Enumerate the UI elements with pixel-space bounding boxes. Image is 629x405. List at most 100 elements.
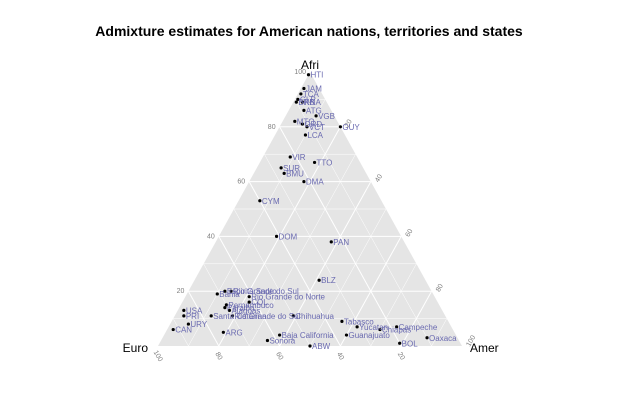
point-label: Alagoas	[231, 306, 260, 315]
tick-label-afri: 80	[268, 124, 276, 131]
point-label: Bahia	[219, 290, 240, 299]
data-point	[302, 108, 306, 112]
point-label: GLP	[300, 95, 316, 104]
point-label: Baja California	[282, 331, 335, 340]
point-label: Campeche	[399, 323, 438, 332]
data-points	[171, 73, 429, 348]
point-label: CYM	[262, 197, 280, 206]
data-point	[221, 330, 225, 334]
point-label: Sonora	[269, 337, 295, 346]
data-point	[230, 314, 235, 318]
data-point	[274, 234, 279, 238]
data-point	[378, 327, 382, 332]
data-point	[425, 336, 429, 340]
vertex-label-amer: Amer	[470, 341, 499, 355]
point-label: TCA	[303, 90, 320, 99]
point-label: Chihuahua	[295, 312, 334, 321]
data-point	[294, 100, 298, 104]
data-point	[182, 314, 186, 318]
data-point	[299, 92, 303, 96]
data-point	[344, 333, 349, 337]
grid-line-euro-60	[218, 236, 281, 347]
point-label: LCA	[307, 131, 323, 140]
tick-label-euro: 80	[213, 351, 223, 361]
grid-line-euro-10	[294, 99, 432, 347]
point-label: ATG	[306, 106, 322, 115]
point-label: Pernambuco	[228, 301, 274, 310]
data-point	[312, 160, 317, 165]
data-point	[329, 240, 333, 244]
data-point	[223, 306, 227, 310]
data-point	[291, 314, 295, 318]
data-point	[338, 125, 342, 129]
tick-label-amer: 20	[344, 118, 354, 128]
point-label: KNA	[304, 98, 321, 107]
grid-line-euro-50	[233, 208, 311, 347]
vertex-label-afri: Afri	[301, 58, 319, 72]
point-label: DMA	[306, 178, 324, 187]
data-point	[282, 171, 286, 175]
grid-line-euro-30	[264, 154, 372, 347]
data-point	[209, 314, 213, 318]
point-label: DOM	[279, 232, 298, 241]
data-point	[265, 338, 270, 343]
point-label: VGB	[318, 112, 335, 121]
tick-label-afri: 60	[237, 179, 245, 186]
point-label: Paraiba	[227, 304, 255, 313]
data-point	[395, 325, 399, 329]
point-label: JAM	[306, 84, 322, 93]
data-point	[302, 180, 306, 184]
data-point	[182, 308, 186, 312]
tick-label-afri: 20	[177, 288, 185, 295]
point-label: Tabasco	[344, 317, 374, 326]
point-label: Oaxaca	[429, 334, 457, 343]
data-point	[288, 155, 292, 159]
point-label: Rio Grande do Norte	[251, 293, 325, 302]
grid-line-euro-80	[187, 290, 220, 347]
data-point	[223, 289, 227, 293]
data-point	[247, 295, 251, 299]
vertex-label-euro: Euro	[123, 341, 149, 355]
data-point	[247, 300, 251, 304]
data-point	[355, 325, 359, 329]
point-label: CAN	[175, 326, 192, 335]
tick-label-euro: 20	[396, 351, 406, 361]
tick-label-euro: 40	[335, 351, 345, 361]
data-point	[317, 278, 321, 282]
point-label: VCT	[309, 123, 325, 132]
point-label: GRD	[304, 120, 322, 129]
point-label: BLZ	[321, 276, 336, 285]
point-label: PRI	[186, 312, 199, 321]
grid-line-amer-80	[400, 290, 433, 347]
grid-line-amer-70	[370, 263, 417, 347]
point-label: BMU	[286, 169, 304, 178]
data-point	[308, 344, 312, 348]
data-point	[279, 166, 283, 170]
grid-lines	[172, 99, 448, 347]
data-point	[303, 133, 308, 137]
data-point	[314, 114, 318, 118]
grid-line-euro-90	[172, 318, 189, 347]
grid-line-amer-90	[431, 318, 448, 347]
point-label: Chiapas	[382, 326, 411, 335]
data-point	[296, 97, 300, 101]
data-point	[300, 100, 304, 104]
tick-label-amer: 80	[435, 283, 445, 293]
point-label: Yucatan	[359, 323, 388, 332]
point-label: TTO	[317, 158, 333, 167]
grid-line-amer-10	[188, 99, 326, 347]
point-label: USA	[186, 306, 203, 315]
point-label: URY	[190, 320, 207, 329]
point-label: ARG	[225, 328, 242, 337]
point-label: Rio Grande do Sul	[234, 312, 300, 321]
data-point	[300, 122, 304, 126]
tick-label-amer: 60	[405, 228, 415, 238]
tick-label-amer: 100	[465, 334, 477, 348]
data-point	[224, 303, 228, 307]
grid-line-amer-50	[309, 208, 387, 347]
data-point	[398, 341, 402, 345]
data-point	[293, 119, 297, 123]
data-point	[229, 289, 233, 293]
